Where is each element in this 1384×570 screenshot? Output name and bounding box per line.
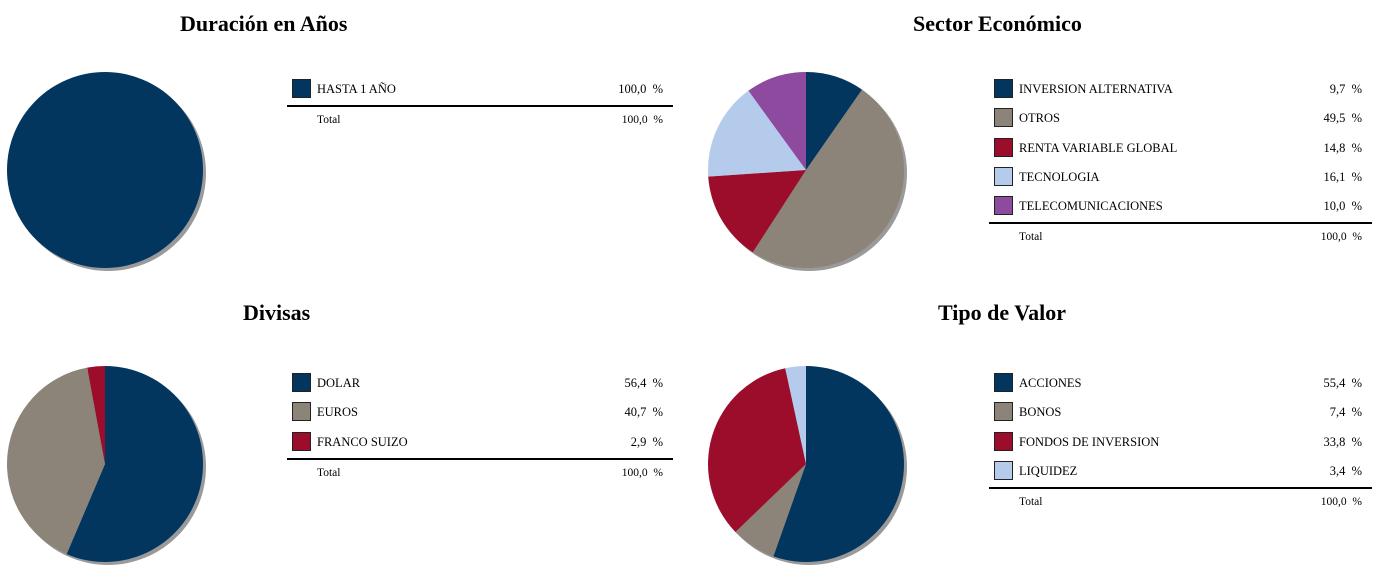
legend-row: BONOS 7,4 % <box>989 402 1372 424</box>
legend-swatch <box>994 166 1013 186</box>
legend-value: 55,4 % <box>1323 376 1362 390</box>
total-value: 100,0 % <box>621 114 663 126</box>
legend-swatch <box>994 108 1013 128</box>
legend-row: RENTA VARIABLE GLOBAL 14,8 % <box>989 137 1372 160</box>
legend-swatch <box>994 137 1013 157</box>
pie-slice-tecnologia <box>707 90 806 177</box>
legend-label: HASTA 1 AÑO <box>317 82 396 96</box>
total-divider <box>287 105 673 107</box>
legend-swatch <box>292 402 311 422</box>
legend-row: INVERSION ALTERNATIVA 9,7 % <box>989 79 1372 101</box>
chart-title: Divisas <box>243 300 311 325</box>
pie-slice-inversion-alternativa <box>806 72 863 170</box>
chart-title: Duración en Años <box>180 11 348 36</box>
legend-label: OTROS <box>1019 111 1060 126</box>
legend-value: 16,1 % <box>1323 169 1362 184</box>
legend-swatch <box>292 431 311 451</box>
legend-value: 49,5 % <box>1323 111 1362 126</box>
pie-slice-bonos <box>735 464 806 557</box>
legend-row: ACCIONES 55,4 % <box>989 373 1372 395</box>
pie-slice-dolar <box>66 366 204 562</box>
total-value: 100,0 % <box>1320 231 1362 244</box>
legend-value: 33,8 % <box>1323 434 1362 449</box>
total-row: Total 100,0 % <box>287 114 673 132</box>
total-row: Total 100,0 % <box>989 496 1372 514</box>
legend-label: EUROS <box>317 405 358 420</box>
legend-label: TELECOMUNICACIONES <box>1019 199 1163 214</box>
pie-slice-liquidez <box>785 366 806 464</box>
legend-label: RENTA VARIABLE GLOBAL <box>1019 140 1178 155</box>
total-value: 100,0 % <box>621 466 663 479</box>
legend-row: HASTA 1 AÑO 100,0 % <box>287 79 673 101</box>
total-label: Total <box>317 466 341 479</box>
pie-chart-duracion <box>7 72 206 271</box>
legend-label: DOLAR <box>317 376 361 390</box>
legend-value: 2,9 % <box>630 434 663 449</box>
legend-label: BONOS <box>1019 405 1062 420</box>
chart-title: Tipo de Valor <box>938 300 1066 325</box>
legend-swatch <box>994 373 1013 392</box>
legend-swatch <box>994 196 1013 216</box>
legend-row: TELECOMUNICACIONES 10,0 % <box>989 196 1372 218</box>
pie-slice-telecomunicaciones <box>748 72 806 170</box>
legend-row: OTROS 49,5 % <box>989 108 1372 130</box>
total-row: Total 100,0 % <box>989 231 1372 249</box>
legend-swatch <box>994 402 1013 422</box>
legend-value: 9,7 % <box>1329 82 1362 96</box>
legend-label: FRANCO SUIZO <box>317 434 408 449</box>
total-value: 100,0 % <box>1320 495 1362 508</box>
legend-row: EUROS 40,7 % <box>287 402 673 424</box>
legend-row: TECNOLOGIA 16,1 % <box>989 166 1372 189</box>
pie-chart-sector <box>707 72 907 271</box>
total-label: Total <box>317 114 341 126</box>
legend-value: 10,0 % <box>1323 199 1362 214</box>
legend-label: INVERSION ALTERNATIVA <box>1019 82 1173 96</box>
legend-value: 56,4 % <box>624 376 663 390</box>
pie-slice-renta-variable-global <box>708 170 806 253</box>
chart-title: Sector Económico <box>913 11 1082 36</box>
legend-value: 3,4 % <box>1329 463 1362 478</box>
total-divider <box>989 486 1372 489</box>
pie-slice-acciones <box>773 366 905 562</box>
legend-row: LIQUIDEZ 3,4 % <box>989 460 1372 483</box>
legend-swatch <box>994 79 1013 98</box>
legend-value: 100,0 % <box>618 82 663 96</box>
legend-label: LIQUIDEZ <box>1019 463 1078 478</box>
legend-row: FONDOS DE INVERSION 33,8 % <box>989 431 1372 454</box>
legend-value: 7,4 % <box>1329 405 1362 420</box>
legend-swatch <box>994 431 1013 451</box>
total-divider <box>287 457 673 460</box>
pie-chart-divisas <box>7 366 206 565</box>
legend-swatch <box>994 460 1013 480</box>
legend-value: 40,7 % <box>624 405 663 420</box>
pie-slice-euros <box>7 367 106 555</box>
legend-label: ACCIONES <box>1019 376 1082 390</box>
legend-swatch <box>292 79 311 98</box>
total-divider <box>989 222 1372 225</box>
pie-chart-tipo-valor <box>707 366 907 565</box>
pie-slice-franco-suizo <box>87 366 105 464</box>
pie-slice-otros <box>752 89 905 269</box>
total-label: Total <box>1019 231 1043 244</box>
legend-label: FONDOS DE INVERSION <box>1019 434 1160 449</box>
total-label: Total <box>1019 495 1043 508</box>
legend-value: 14,8 % <box>1323 140 1362 155</box>
legend-swatch <box>292 373 311 392</box>
pie-slice-hasta-1-a-o <box>7 72 203 268</box>
pie-slice-fondos-de-inversion <box>707 368 806 532</box>
total-row: Total 100,0 % <box>287 467 673 485</box>
legend-label: TECNOLOGIA <box>1019 169 1100 184</box>
legend-row: DOLAR 56,4 % <box>287 373 673 395</box>
legend-row: FRANCO SUIZO 2,9 % <box>287 431 673 454</box>
